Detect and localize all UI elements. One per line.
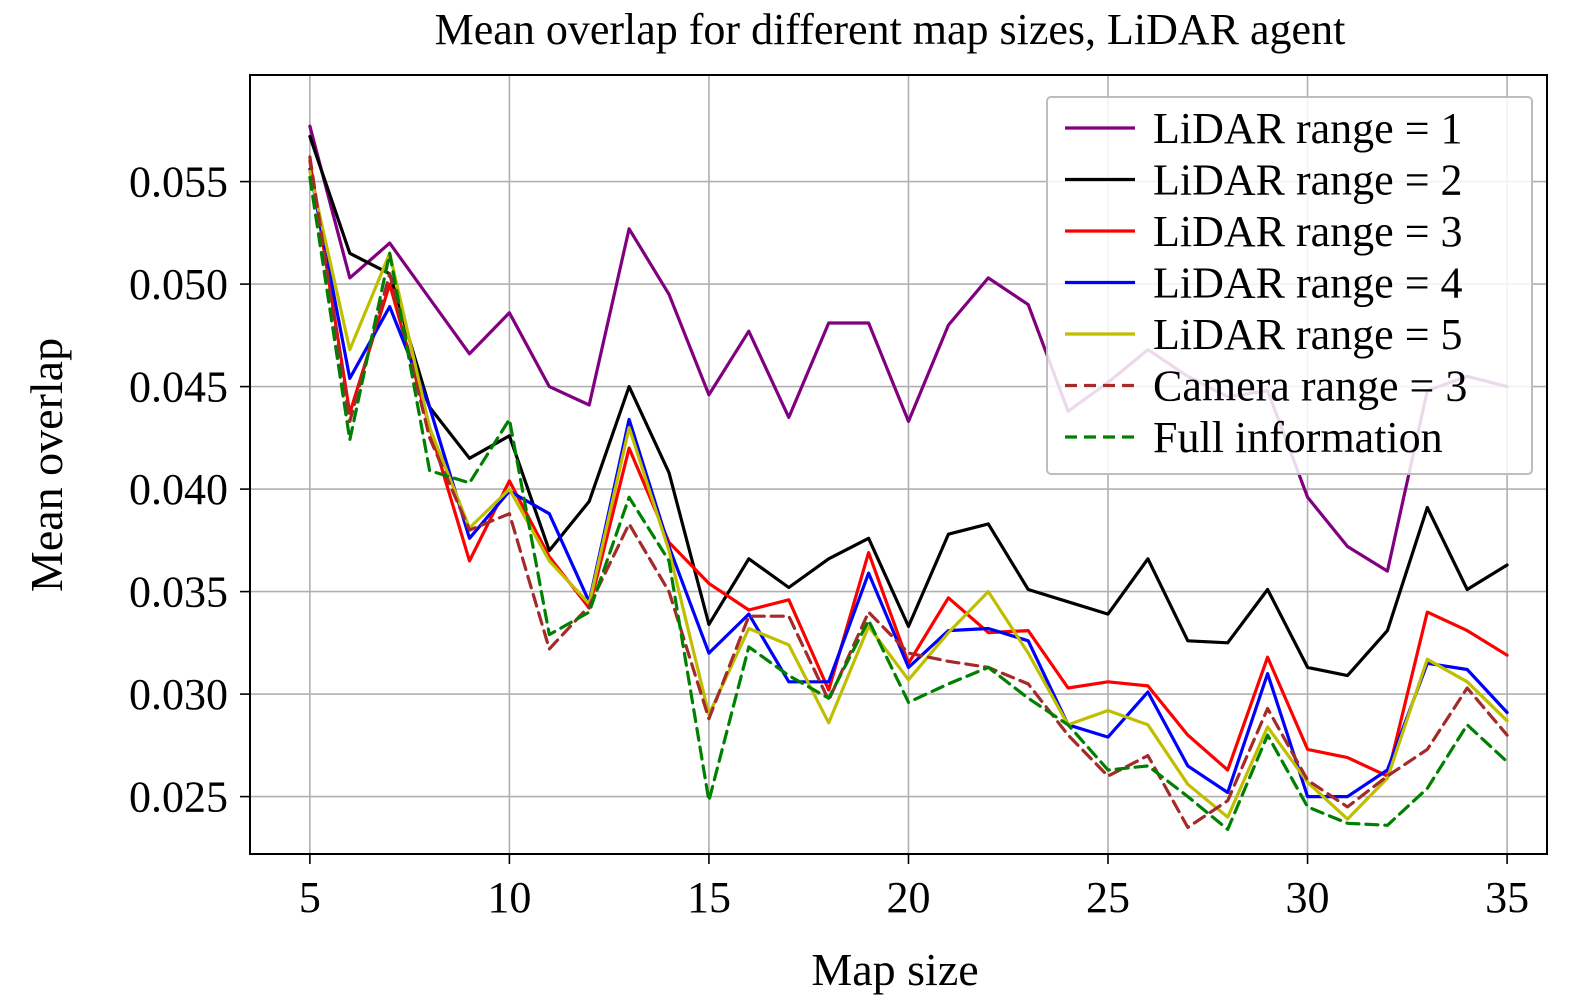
legend-label: LiDAR range = 2 — [1153, 156, 1463, 205]
legend-label: LiDAR range = 4 — [1153, 259, 1463, 308]
x-tick-label: 10 — [487, 873, 531, 922]
legend-box — [1046, 96, 1533, 475]
y-tick-label: 0.050 — [129, 260, 228, 309]
series-lines — [308, 124, 1509, 832]
y-tick-label: 0.045 — [129, 363, 228, 412]
x-tick-label: 5 — [299, 873, 321, 922]
y-tick-label: 0.025 — [129, 773, 228, 822]
x-axis-label: Map size — [811, 944, 978, 995]
legend-label: Full information — [1153, 413, 1443, 462]
y-axis-label: Mean overlap — [21, 338, 72, 592]
x-tick-label: 15 — [687, 873, 731, 922]
x-tick-label: 25 — [1086, 873, 1130, 922]
y-tick-label: 0.030 — [129, 670, 228, 719]
series-line-7 — [308, 175, 1509, 832]
axis-ticks: 5 10 15 20 25 30 35 0.025 0.030 0.035 0.040 0.045 0.… — [129, 158, 1529, 922]
chart-title: Mean overlap for different map sizes, Li… — [435, 5, 1346, 54]
x-tick-label: 20 — [886, 873, 930, 922]
plot-frame — [249, 74, 1548, 855]
y-tick-label: 0.035 — [129, 568, 228, 617]
y-tick-label: 0.055 — [129, 158, 228, 207]
x-tick-label: 30 — [1286, 873, 1330, 922]
series-line-6 — [308, 155, 1509, 830]
x-tick-label: 35 — [1485, 873, 1529, 922]
y-tick-label: 0.040 — [129, 465, 228, 514]
series-line-2 — [308, 134, 1509, 678]
legend-label: LiDAR range = 1 — [1153, 104, 1463, 153]
legend-label: Camera range = 3 — [1153, 362, 1467, 411]
series-line-1 — [308, 124, 1509, 573]
series-line-5 — [308, 169, 1509, 821]
legend-label: LiDAR range = 5 — [1153, 310, 1463, 359]
legend-label: LiDAR range = 3 — [1153, 207, 1463, 256]
